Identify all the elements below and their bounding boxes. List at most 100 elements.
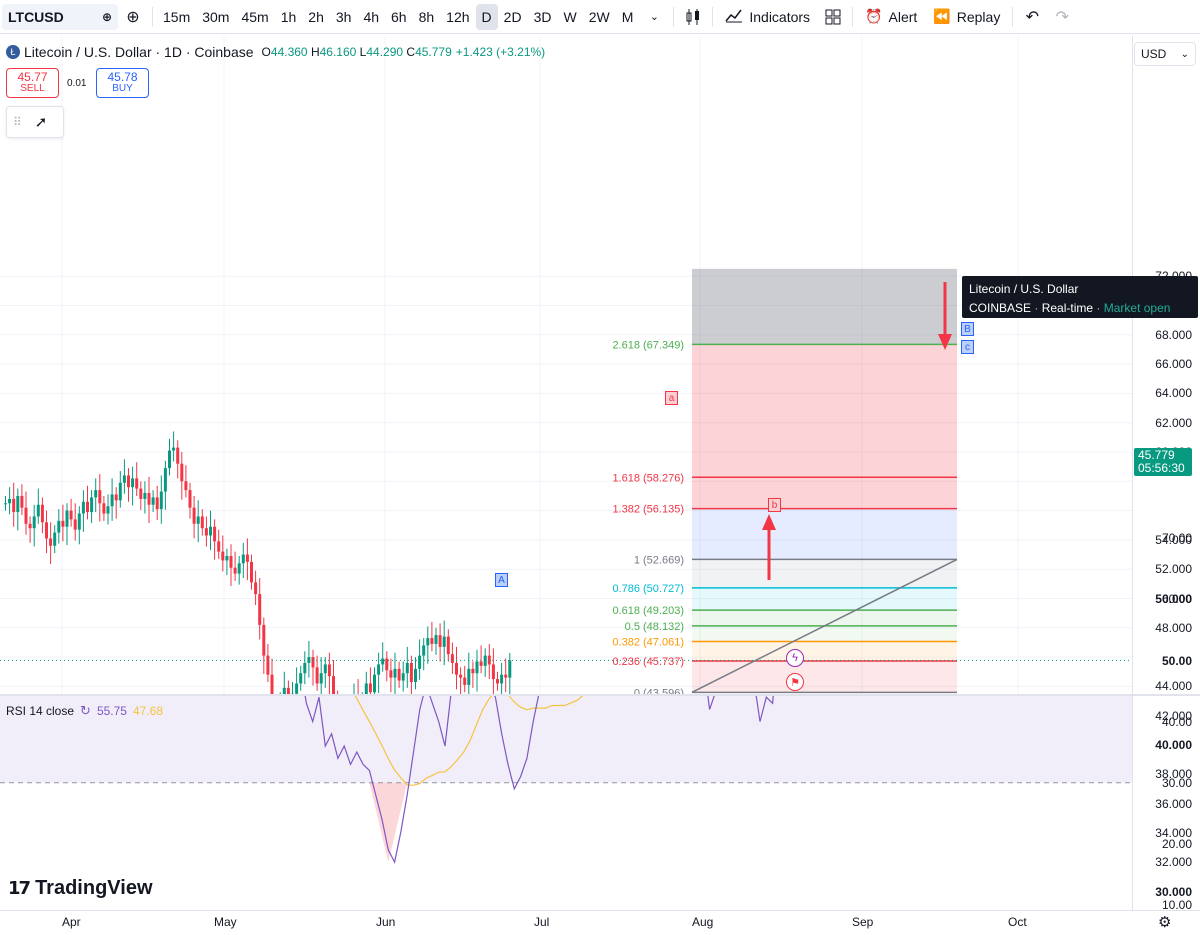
- fib-level-label: 0 (43.596): [634, 687, 684, 694]
- rsi-scale[interactable]: 70.00 60.00 50.00 40.00 30.00 20.00 10.00: [1132, 531, 1200, 912]
- price-tick: 66.000: [1155, 357, 1192, 372]
- candle-body: [393, 668, 397, 678]
- candle-body: [237, 563, 241, 574]
- tradingview-mark-icon: 𝟭𝟳: [8, 878, 31, 898]
- toolbar-separator: [852, 6, 854, 27]
- rsi-ma-value: 47.68: [132, 704, 164, 718]
- fib-level-label: 0.382 (47.061): [612, 637, 684, 649]
- close-label: C: [406, 45, 416, 59]
- wave-label-A[interactable]: A: [495, 573, 508, 587]
- symbol-title[interactable]: Litecoin / U.S. Dollar · 1D · Coinbase: [24, 44, 254, 60]
- timeframe-2h[interactable]: 2h: [308, 8, 324, 25]
- redo-icon[interactable]: ↷: [1055, 8, 1070, 26]
- candle-body: [364, 683, 368, 694]
- rsi-tick: 50.00: [1161, 653, 1192, 668]
- candle-body: [483, 655, 487, 666]
- candle-body: [311, 657, 315, 668]
- wave-label-a[interactable]: a: [665, 391, 678, 405]
- top-toolbar: LTCUSD ⊕ ⊕ 15m 30m 45m 1h 2h 3h 4h 6h 8h 12h D 2D 3D…: [0, 0, 1200, 34]
- currency-select[interactable]: USD ⌄: [1134, 42, 1196, 66]
- candle-body: [241, 554, 245, 564]
- price-tick: 50.000: [1155, 591, 1192, 606]
- pane-divider[interactable]: [0, 694, 1200, 696]
- compare-icon[interactable]: ⊕: [101, 9, 112, 24]
- timeframe-2d[interactable]: 2D: [503, 8, 522, 25]
- timeframe-12h[interactable]: 12h: [446, 8, 470, 25]
- cursor-arrow-icon[interactable]: ➚: [34, 114, 48, 131]
- timeframe-w[interactable]: W: [563, 8, 577, 25]
- candle-body: [147, 493, 151, 505]
- indicators-button[interactable]: Indicators: [717, 4, 818, 30]
- us-flag-event-icon[interactable]: ⚑: [786, 673, 804, 691]
- symbol-search[interactable]: LTCUSD ⊕: [2, 3, 118, 30]
- rsi-title[interactable]: RSI 14 close: [6, 704, 75, 718]
- timeframe-3d[interactable]: 3D: [533, 8, 552, 25]
- month-label: Jun: [376, 915, 396, 929]
- currency-label: USD: [1141, 47, 1167, 61]
- candle-body: [151, 497, 155, 505]
- symbol-label: LTCUSD: [8, 8, 64, 25]
- timeframe-m[interactable]: M: [621, 8, 634, 25]
- timeframe-30m[interactable]: 30m: [202, 8, 230, 25]
- wave-label-b[interactable]: b: [768, 498, 781, 512]
- chevron-down-icon[interactable]: ⌄: [649, 11, 659, 23]
- timeframe-d[interactable]: D: [475, 3, 498, 30]
- rsi-line: [304, 696, 774, 864]
- sell-button[interactable]: 45.77 SELL: [6, 68, 59, 98]
- price-tick: 42.000: [1155, 708, 1192, 723]
- timeframe-4h[interactable]: 4h: [363, 8, 380, 25]
- timeframe-6h[interactable]: 6h: [391, 8, 407, 25]
- rsi-legend: RSI 14 close ↻ 55.75 47.68: [6, 703, 163, 719]
- alert-button[interactable]: ⏰ Alert: [857, 4, 925, 30]
- drawing-tools-widget: ⠿ ➚: [6, 106, 64, 138]
- drag-handle-icon[interactable]: ⠿: [13, 115, 22, 129]
- replay-label: Replay: [956, 8, 1001, 25]
- chart-legend: Ł Litecoin / U.S. Dollar · 1D · Coinbase…: [6, 44, 545, 60]
- candle-body: [53, 532, 57, 546]
- timeframe-15m[interactable]: 15m: [163, 8, 191, 25]
- alarm-clock-icon: ⏰: [865, 8, 883, 24]
- timeframe-3h[interactable]: 3h: [335, 8, 352, 25]
- toolbar-separator: [1012, 6, 1014, 27]
- add-symbol-icon[interactable]: ⊕: [126, 8, 140, 26]
- candle-body: [217, 541, 221, 552]
- candle-body: [332, 676, 335, 694]
- high-value: 46.160: [319, 45, 357, 59]
- candle-body: [397, 668, 401, 681]
- timeframe-2w[interactable]: 2W: [588, 8, 610, 25]
- candle-body: [500, 674, 504, 684]
- timeframe-8h[interactable]: 8h: [418, 8, 435, 25]
- candle-body: [508, 660, 512, 678]
- timeframe-45m[interactable]: 45m: [241, 8, 269, 25]
- wave-label-B[interactable]: B: [961, 322, 974, 336]
- fib-zone: [692, 660, 957, 693]
- buy-button[interactable]: 45.78 BUY: [96, 68, 149, 98]
- fib-level-label: 2.618 (67.349): [612, 339, 684, 351]
- rsi-pane[interactable]: [0, 696, 1132, 910]
- candle-body: [12, 498, 16, 513]
- replay-button[interactable]: ⏪ Replay: [925, 4, 1008, 30]
- candle-type-icon[interactable]: [678, 8, 708, 26]
- candle-body: [94, 490, 98, 498]
- timeframe-1h[interactable]: 1h: [280, 8, 297, 25]
- toolbar-separator: [152, 6, 153, 27]
- time-axis[interactable]: [0, 910, 1200, 935]
- ohlc-values: O44.360 H46.160 L44.290 C45.779: [262, 45, 452, 59]
- candle-body: [106, 506, 110, 514]
- tradingview-logo[interactable]: 𝟭𝟳 TradingView: [8, 877, 153, 900]
- fib-level-label: 0.618 (49.203): [612, 605, 684, 617]
- tooltip-exchange: COINBASE: [969, 301, 1032, 315]
- layouts-icon[interactable]: [818, 9, 848, 25]
- candle-body: [434, 635, 438, 644]
- price-tick: 34.000: [1155, 825, 1192, 840]
- candle-body: [430, 638, 434, 644]
- price-tick: 64.000: [1155, 386, 1192, 401]
- wave-label-c[interactable]: c: [961, 340, 974, 354]
- price-chart[interactable]: 2.618 (67.349) 1.618 (58.276) 1.382 (56.13…: [0, 36, 1132, 694]
- price-tick: 30.000: [1155, 884, 1192, 899]
- candle-body: [491, 664, 495, 680]
- gear-icon[interactable]: ⚙: [1158, 914, 1172, 931]
- open-label: O: [261, 45, 271, 59]
- undo-icon[interactable]: ↶: [1025, 8, 1040, 26]
- lightning-event-icon[interactable]: ϟ: [786, 649, 804, 667]
